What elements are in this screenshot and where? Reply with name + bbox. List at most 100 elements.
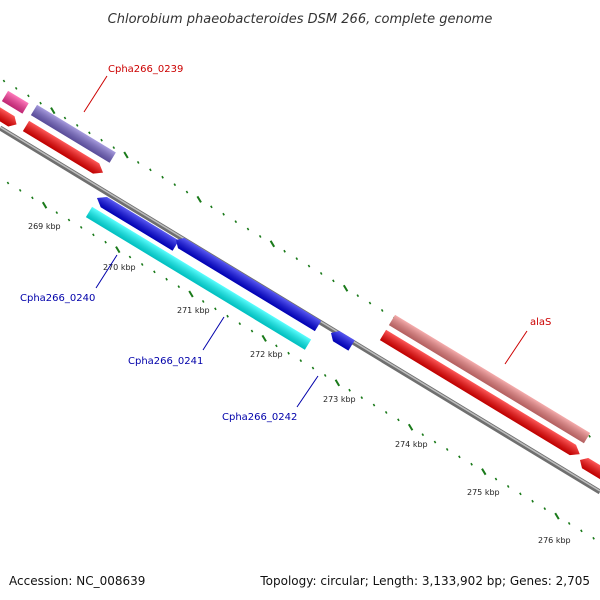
minor-tick [506, 485, 510, 488]
minor-tick [372, 403, 376, 407]
minor-tick [177, 285, 181, 289]
minor-tick [332, 279, 335, 283]
minor-tick [136, 161, 140, 164]
minor-tick [112, 146, 116, 150]
minor-tick [173, 183, 177, 187]
gene-callouts: Cpha266_0239 Cpha266_0240 Cpha266_0241 C… [20, 64, 551, 423]
minor-tick [311, 366, 315, 370]
major-tick [115, 246, 121, 254]
minor-tick [348, 388, 351, 392]
minor-tick [226, 314, 229, 318]
minor-tick [580, 529, 583, 533]
cds-arrow-edge[interactable] [0, 106, 20, 130]
gene-label-cpha266-0242[interactable]: Cpha266_0242 [222, 412, 297, 423]
minor-tick [201, 300, 205, 303]
major-tick [261, 334, 267, 342]
minor-tick [153, 270, 156, 274]
major-tick [407, 423, 414, 431]
minor-tick [531, 499, 534, 503]
cds-arrow-cpha266-0241[interactable] [173, 235, 322, 332]
major-tick [334, 379, 341, 387]
minor-tick [67, 218, 71, 222]
minor-tick [234, 220, 238, 224]
minor-tick [63, 116, 67, 120]
minor-tick [592, 536, 595, 540]
minor-tick [588, 434, 591, 438]
minor-tick [368, 301, 372, 305]
major-tick [41, 201, 48, 209]
accession-text: Accession: NC_008639 [9, 574, 146, 588]
cds-arrow-right-edge[interactable] [577, 455, 600, 486]
cds-arrow-alas[interactable] [379, 329, 583, 459]
minor-tick [445, 448, 449, 451]
gene-bar-alas[interactable] [388, 314, 591, 444]
cds-arrow-cpha266-0239[interactable] [22, 120, 106, 178]
minor-tick [55, 211, 59, 215]
major-tick [50, 107, 56, 115]
minor-tick [75, 123, 79, 127]
minor-tick [210, 205, 213, 209]
minor-tick [543, 507, 547, 511]
minor-tick [421, 433, 425, 437]
minor-tick [470, 462, 473, 466]
minor-tick [104, 240, 107, 244]
major-tick [342, 284, 349, 292]
minor-tick [397, 418, 400, 422]
gene-bar-cpha266-0241[interactable] [85, 206, 312, 350]
major-tick [123, 151, 129, 159]
major-tick [554, 512, 560, 520]
minor-tick [356, 294, 360, 298]
minor-tick [14, 86, 18, 90]
gene-bar-cpha266-0239[interactable] [30, 104, 116, 163]
minor-tick [458, 455, 461, 459]
map-title: Chlorobium phaeobacteroides DSM 266, com… [108, 12, 493, 27]
minor-tick [222, 212, 225, 216]
minor-tick [319, 272, 323, 275]
feature-track [0, 90, 600, 486]
gene-label-cpha266-0240[interactable]: Cpha266_0240 [20, 293, 95, 304]
minor-tick [283, 249, 286, 253]
minor-tick [299, 359, 303, 363]
minor-tick [238, 322, 242, 326]
minor-tick [380, 309, 384, 312]
gene-bar-pink[interactable] [1, 90, 29, 114]
minor-tick [140, 263, 144, 266]
lower-tick-row [6, 181, 595, 540]
gene-label-cpha266-0239[interactable]: Cpha266_0239 [108, 64, 183, 75]
cds-arrow-cpha266-0240[interactable] [94, 193, 179, 251]
minor-tick [165, 277, 168, 281]
minor-tick [92, 233, 95, 237]
gene-label-alas[interactable]: alaS [530, 317, 551, 328]
minor-tick [323, 374, 327, 377]
tick-label-272: 272 kbp [250, 350, 283, 359]
minor-tick [149, 168, 152, 172]
minor-tick [246, 227, 250, 231]
major-tick [269, 240, 276, 248]
major-tick [196, 195, 202, 203]
tick-label-270: 270 kbp [103, 263, 136, 272]
tick-label-276: 276 kbp [538, 536, 571, 545]
tick-labels: 269 kbp 270 kbp 271 kbp 272 kbp 273 kbp … [28, 222, 571, 545]
minor-tick [39, 101, 42, 105]
minor-tick [275, 344, 278, 348]
minor-tick [18, 188, 22, 192]
minor-tick [2, 79, 6, 83]
minor-tick [250, 329, 254, 333]
major-tick [481, 468, 487, 476]
major-tick [188, 290, 194, 298]
minor-tick [494, 477, 498, 481]
minor-tick [307, 264, 311, 268]
minor-tick [79, 225, 83, 229]
minor-tick [31, 196, 34, 200]
minor-tick [185, 190, 189, 194]
minor-tick [128, 255, 132, 259]
gene-label-cpha266-0241[interactable]: Cpha266_0241 [128, 356, 203, 367]
minor-tick [384, 411, 388, 414]
cds-arrow-cpha266-0242[interactable] [328, 328, 355, 351]
tick-label-271: 271 kbp [177, 306, 210, 315]
minor-tick [295, 257, 299, 261]
minor-tick [287, 351, 290, 355]
minor-tick [433, 440, 437, 444]
minor-tick [161, 175, 164, 179]
